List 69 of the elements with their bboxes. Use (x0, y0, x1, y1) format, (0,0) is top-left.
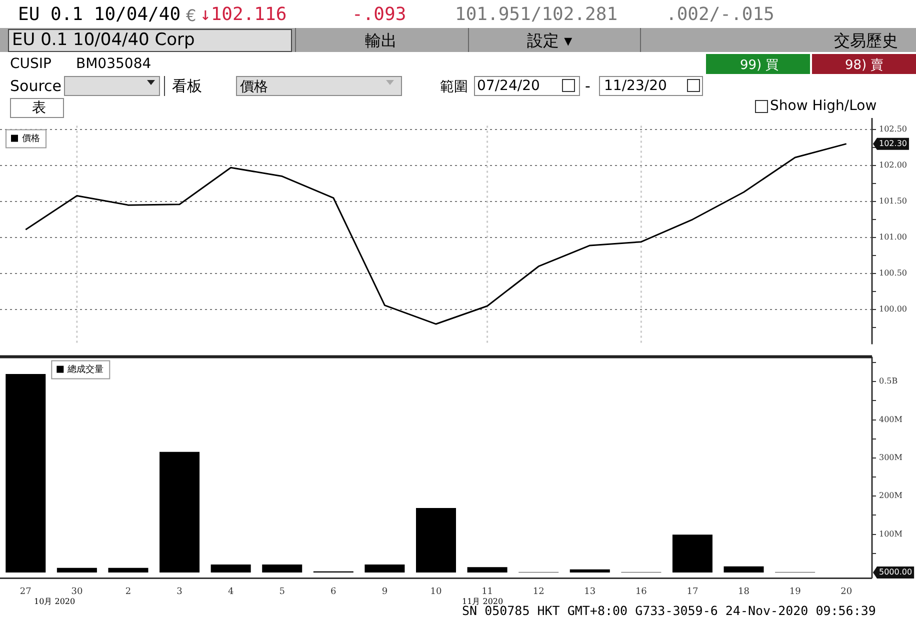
text: -.093 (352, 4, 406, 25)
y-tick-label: 400M (879, 414, 902, 424)
text: 輸出 (365, 31, 397, 52)
x-tick-label: 17 (686, 586, 698, 597)
x-tick-label: 3 (176, 586, 183, 597)
x-tick-label: 9 (382, 586, 388, 597)
text: 07/24/20 (477, 78, 540, 94)
y-tick-label: 0.5B (879, 376, 898, 386)
y-tick-label: 102.00 (879, 160, 907, 170)
x-tick-label: 10 (430, 586, 442, 597)
x-tick-label: 19 (789, 586, 802, 597)
y-tick-label: 300M (879, 453, 902, 462)
bar (108, 568, 148, 572)
y-tick-label: 100.00 (879, 304, 907, 314)
x-tick-label: 11 (482, 586, 494, 597)
text: Show High/Low (770, 98, 877, 114)
y-tick-label: 200M (879, 491, 902, 500)
legend-label: 價格 (22, 133, 40, 144)
text: 5000.00 (879, 568, 912, 577)
text: 價格 (240, 78, 268, 96)
x-tick-label: 5 (279, 586, 286, 597)
y-tick-label: 101.00 (879, 232, 907, 242)
x-tick-label: 2 (125, 586, 132, 597)
x-tick-label: 18 (738, 586, 750, 597)
text: 101.951/102.281 (455, 4, 618, 25)
text: 102.30 (879, 138, 907, 148)
text: BM035084 (76, 56, 152, 72)
text: 11/23/20 (604, 78, 667, 94)
text: 表 (32, 99, 46, 117)
bar (56, 568, 97, 572)
bar (210, 564, 251, 572)
y-tick-label: 101.50 (879, 196, 907, 206)
text: 設定 ▾ (527, 31, 572, 52)
text: 99) 買 (740, 57, 779, 74)
bar (724, 566, 764, 572)
text: 98) 賣 (845, 57, 884, 74)
y-tick-label: 100.50 (879, 268, 907, 278)
text: .002/-.015 (666, 4, 774, 25)
bar (467, 567, 508, 572)
bar (416, 508, 456, 572)
x-tick-label: 6 (330, 586, 337, 597)
x-tick-label: 12 (532, 586, 544, 597)
text: 看板 (172, 77, 202, 96)
text: 交易歷史 (834, 31, 898, 52)
text: ↓102.116 (200, 4, 287, 25)
text: Source (10, 77, 62, 95)
text: CUSIP (10, 56, 52, 72)
x-tick-label: 16 (635, 586, 648, 597)
text: - (585, 77, 590, 95)
bar (262, 564, 302, 572)
text: € (186, 6, 196, 25)
bar (160, 452, 200, 572)
y-tick-label: 102.50 (879, 124, 907, 134)
legend-label: 總成交量 (66, 364, 104, 376)
text: 範圍 (440, 78, 468, 96)
text: 11月 2020 (462, 596, 504, 606)
text: EU 0.1 10/04/40 Corp (12, 30, 195, 50)
bar (364, 564, 405, 572)
x-tick-label: 27 (20, 586, 32, 597)
text: EU 0.1 10/04/40 (18, 4, 181, 25)
text: 10月 2020 (34, 596, 76, 607)
x-tick-label: 4 (228, 586, 234, 597)
x-tick-label: 30 (71, 586, 83, 597)
x-tick-label: 20 (840, 586, 852, 597)
bar (570, 569, 610, 572)
y-tick-label: 100M (879, 529, 902, 538)
bar (672, 534, 712, 572)
x-tick-label: 13 (584, 586, 596, 597)
bar (6, 374, 46, 572)
